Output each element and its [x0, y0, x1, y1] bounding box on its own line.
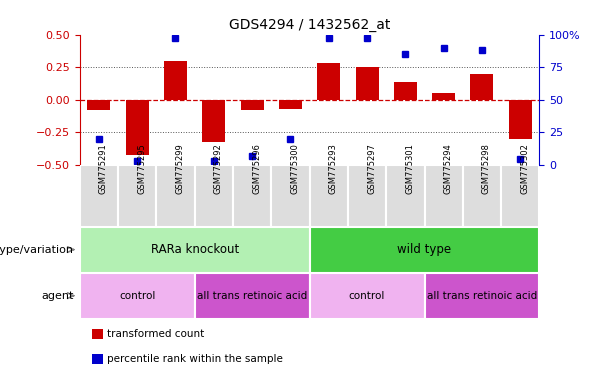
- Bar: [509, 100, 531, 139]
- Bar: [432, 93, 455, 100]
- Text: GSM775301: GSM775301: [405, 143, 414, 194]
- Text: wild type: wild type: [397, 243, 452, 256]
- Text: GSM775292: GSM775292: [214, 143, 223, 194]
- Bar: [279, 100, 302, 109]
- Bar: [240, 100, 264, 110]
- Text: all trans retinoic acid: all trans retinoic acid: [197, 291, 307, 301]
- Bar: [164, 61, 187, 100]
- Text: GSM775291: GSM775291: [99, 143, 108, 194]
- Text: GSM775296: GSM775296: [252, 143, 261, 194]
- Text: GSM775299: GSM775299: [175, 143, 185, 194]
- Bar: [424, 165, 463, 227]
- Bar: [471, 74, 493, 100]
- Bar: [118, 165, 156, 227]
- Bar: [310, 227, 539, 273]
- Text: agent: agent: [41, 291, 74, 301]
- Bar: [156, 165, 195, 227]
- Bar: [463, 165, 501, 227]
- Bar: [318, 63, 340, 100]
- Bar: [386, 165, 424, 227]
- Bar: [501, 165, 539, 227]
- Bar: [348, 165, 386, 227]
- Bar: [310, 165, 348, 227]
- Text: GSM775302: GSM775302: [520, 143, 529, 194]
- Bar: [424, 273, 539, 319]
- Text: genotype/variation: genotype/variation: [0, 245, 74, 255]
- Bar: [233, 165, 271, 227]
- Text: all trans retinoic acid: all trans retinoic acid: [427, 291, 537, 301]
- Bar: [394, 81, 417, 100]
- Bar: [271, 165, 310, 227]
- Bar: [80, 227, 310, 273]
- Text: GSM775300: GSM775300: [291, 143, 299, 194]
- Text: GSM775297: GSM775297: [367, 143, 376, 194]
- Bar: [126, 100, 148, 155]
- Bar: [310, 273, 424, 319]
- Text: GSM775293: GSM775293: [329, 143, 338, 194]
- Bar: [87, 100, 110, 110]
- Bar: [195, 165, 233, 227]
- Text: control: control: [349, 291, 385, 301]
- Text: GSM775298: GSM775298: [482, 143, 491, 194]
- Text: GSM775295: GSM775295: [137, 143, 146, 194]
- Text: transformed count: transformed count: [107, 329, 205, 339]
- Title: GDS4294 / 1432562_at: GDS4294 / 1432562_at: [229, 18, 390, 32]
- Text: percentile rank within the sample: percentile rank within the sample: [107, 354, 283, 364]
- Bar: [356, 67, 379, 100]
- Text: control: control: [119, 291, 155, 301]
- Bar: [202, 100, 226, 142]
- Text: GSM775294: GSM775294: [444, 143, 452, 194]
- Bar: [80, 273, 195, 319]
- Bar: [195, 273, 310, 319]
- Bar: [80, 165, 118, 227]
- Text: RARa knockout: RARa knockout: [151, 243, 238, 256]
